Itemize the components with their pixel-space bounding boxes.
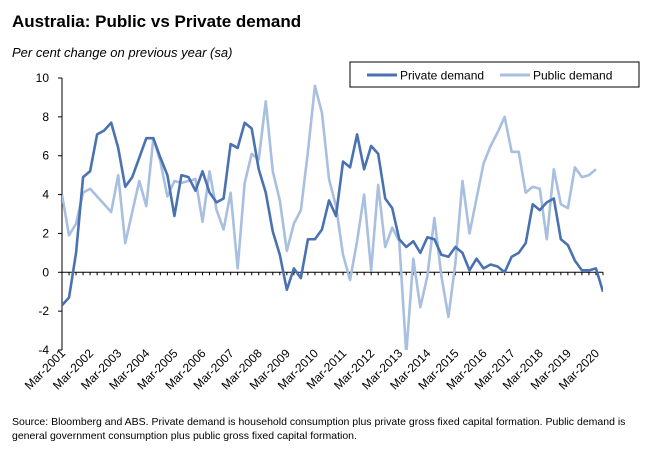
legend: Private demand Public demand xyxy=(349,61,640,88)
y-tick-label: 8 xyxy=(42,110,49,124)
y-tick-label: 2 xyxy=(42,226,49,240)
x-axis: Mar-2001Mar-2002Mar-2003Mar-2004Mar-2005… xyxy=(22,271,604,392)
legend-label-private: Private demand xyxy=(400,69,484,83)
chart-title: Australia: Public vs Private demand xyxy=(12,12,302,31)
legend-label-public: Public demand xyxy=(533,69,612,83)
chart-subtitle: Per cent change on previous year (sa) xyxy=(12,45,233,60)
y-tick-label: -2 xyxy=(38,304,49,318)
y-tick-label: -4 xyxy=(38,343,49,357)
series-line-public xyxy=(62,84,597,350)
y-tick-label: 10 xyxy=(36,71,50,85)
y-tick-label: 6 xyxy=(42,149,49,163)
series-line-private xyxy=(62,121,603,307)
source-note: Source: Bloomberg and ABS. Private deman… xyxy=(12,416,626,442)
y-tick-label: 4 xyxy=(42,188,49,202)
y-axis: -4 -2 0 2 4 6 8 10 xyxy=(36,71,63,357)
y-tick-label: 0 xyxy=(42,265,49,279)
series-group xyxy=(62,84,603,350)
legend-box xyxy=(349,61,640,88)
